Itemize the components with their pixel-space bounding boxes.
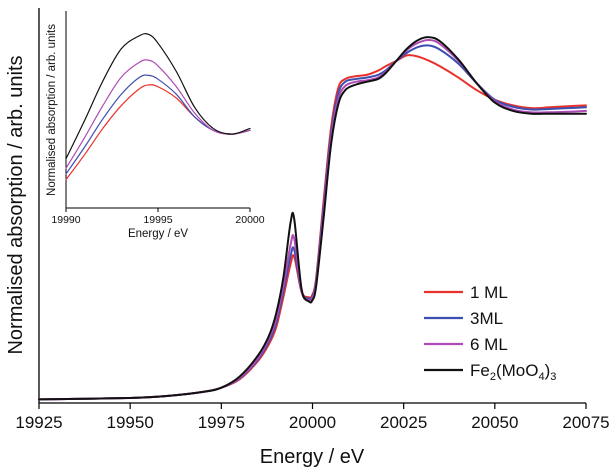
inset-series [65,33,251,181]
legend-label-6ml: 6 ML [470,335,508,354]
x-tick-label-20050: 20050 [471,413,518,432]
x-tick-label-20075: 20075 [562,413,609,432]
x-tick-label-19925: 19925 [15,413,62,432]
x-tick-label-19950: 19950 [107,413,154,432]
inset-y-axis-title: Normalised absorption / arb. units [46,24,58,196]
inset-series-line-fe2-moo4-3 [65,33,251,160]
x-tick-label-19975: 19975 [198,413,245,432]
legend: 1 ML 3ML 6 ML Fe2(MoO4)3 [424,283,556,383]
x-axis-ticks: 19925 19950 19975 20000 20025 20050 20075 [15,403,610,432]
legend-label-fe2moo43: Fe2(MoO4)3 [470,361,556,383]
x-tick-label-20025: 20025 [380,413,427,432]
inset-chart: 19990 19995 20000 Energy / eV Normalised a… [46,11,265,240]
legend-label-3ml: 3ML [470,309,503,328]
series-line-fe2-moo4-3 [38,36,587,401]
main-series [38,36,587,401]
y-axis-title: Normalised absorption / arb. units [5,55,27,354]
inset-x-tick-label-19990: 19990 [51,214,80,226]
inset-x-tick-label-20000: 20000 [235,214,264,226]
x-axis-title: Energy / eV [260,446,365,468]
inset-x-axis-ticks: 19990 19995 20000 [51,208,265,226]
legend-label-1ml: 1 ML [470,283,508,302]
inset-series-line-6-ml [65,59,251,169]
inset-x-axis-title: Energy / eV [128,228,188,240]
x-tick-label-20000: 20000 [289,413,336,432]
inset-x-tick-label-19995: 19995 [143,214,172,226]
